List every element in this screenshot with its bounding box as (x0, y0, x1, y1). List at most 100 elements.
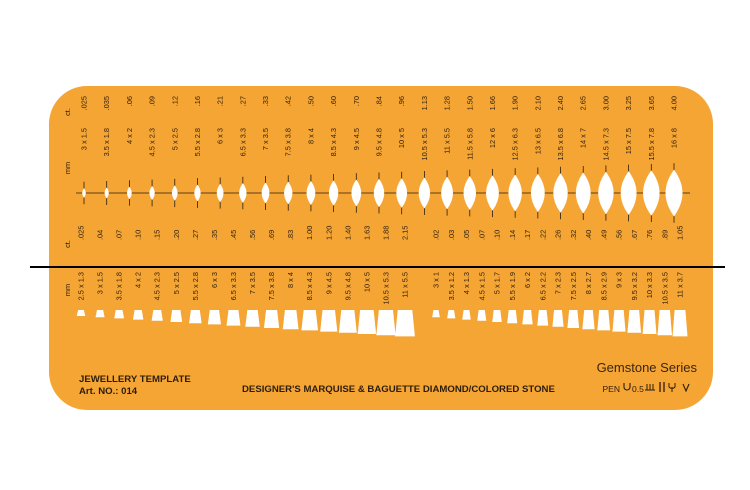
baguette-mm-label: 7.5 x 2.5 (569, 272, 578, 300)
marquise-ct-label: .96 (397, 96, 406, 106)
marquise-ct-label: .21 (216, 96, 225, 106)
marquise-stone-cutout (396, 178, 408, 208)
baguette-mm-label: 9.5 x 4.8 (343, 272, 352, 300)
baguette-stone-cutout (672, 310, 688, 337)
baguette-stone-cutout (612, 310, 626, 332)
template-plate (49, 86, 713, 410)
marquise-mm-label: 11 x 5.5 (443, 128, 452, 154)
marquise-ct-label: 3.25 (624, 96, 633, 110)
baguette-mm-label: 6.5 x 2.2 (538, 272, 547, 300)
baguette-stone-cutout (114, 310, 125, 319)
baguette-stone-cutout (151, 310, 163, 321)
baguette-ct-label: .17 (523, 230, 532, 240)
baguette-ct-label: .56 (615, 230, 624, 240)
baguette-stone-cutout (376, 310, 396, 336)
marquise-stone-cutout (643, 170, 660, 216)
baguette-mm-label: 5 x 1.7 (493, 272, 502, 294)
baguette-ct-label: 1.63 (362, 226, 371, 240)
baguette-mm-label: 8 x 4 (286, 272, 295, 288)
baguette-stone-cutout (395, 310, 415, 337)
baguette-ct-label: .89 (660, 230, 669, 240)
baguette-ct-label: .76 (645, 230, 654, 240)
marquise-ct-label: 1.66 (488, 96, 497, 110)
marquise-mm-label: 3 x 1.5 (80, 128, 89, 150)
product-description: DESIGNER'S MARQUISE & BAGUETTE DIAMOND/C… (242, 384, 555, 395)
marquise-stone-cutout (149, 186, 155, 200)
mm-label-top: mm (63, 162, 72, 174)
marquise-stone-cutout (171, 185, 178, 201)
baguette-stone-cutout (432, 310, 440, 318)
baguette-mm-label: 4 x 2 (134, 272, 143, 288)
baguette-ct-label: 1.20 (324, 226, 333, 240)
baguette-ct-label: .07 (477, 230, 486, 240)
marquise-ct-label: 3.00 (601, 96, 610, 110)
baguette-stone-cutout (657, 310, 672, 336)
marquise-ct-label: 1.50 (465, 96, 474, 110)
pen-fork-icon (668, 383, 676, 392)
marquise-mm-label: 12 x 6 (488, 128, 497, 148)
marquise-ct-label: .035 (102, 96, 111, 110)
marquise-stone-cutout (194, 184, 201, 202)
marquise-stone-cutout (575, 172, 591, 214)
marquise-stone-cutout (486, 175, 499, 211)
mm-label-bottom: mm (63, 284, 72, 296)
marquise-mm-label: 7 x 3.5 (261, 128, 270, 150)
marquise-mm-label: 15.5 x 7.8 (647, 128, 656, 160)
marquise-mm-label: 13 x 6.5 (533, 128, 542, 154)
baguette-ct-label: .27 (191, 230, 200, 240)
baguette-mm-label: 6.5 x 3.3 (229, 272, 238, 300)
marquise-ct-label: 1.13 (420, 96, 429, 110)
marquise-mm-label: 14 x 7 (579, 128, 588, 148)
marquise-ct-label: .09 (148, 96, 157, 106)
baguette-mm-label: 7 x 2.3 (554, 272, 563, 294)
marquise-ct-label: .06 (125, 96, 134, 106)
baguette-stone-cutout (537, 310, 549, 326)
marquise-stone-cutout (306, 181, 316, 205)
marquise-ct-label: .16 (193, 96, 202, 106)
marquise-mm-label: 4.5 x 2.3 (148, 128, 157, 156)
baguette-ct-label: .67 (630, 230, 639, 240)
marquise-row: .025 3 x 1.5 .035 3.5 x 1.8 .06 4 x 2 .09 4.5 x… (80, 96, 683, 223)
ct-label-middle: ct. (63, 240, 72, 248)
baguette-ct-label: 1.00 (305, 226, 314, 240)
product-name: JEWELLERY TEMPLATE (79, 374, 191, 385)
baguette-stone-cutout (170, 310, 183, 322)
baguette-mm-label: 9.5 x 3.2 (630, 272, 639, 300)
baguette-mm-label: 2.5 x 1.3 (77, 272, 86, 300)
marquise-stone-cutout (104, 187, 109, 199)
baguette-stone-cutout (492, 310, 502, 322)
marquise-stone-cutout (665, 169, 683, 217)
marquise-mm-label: 6.5 x 3.3 (238, 128, 247, 156)
baguette-mm-label: 11 x 3.7 (676, 272, 685, 298)
marquise-stone-cutout (553, 173, 568, 213)
marquise-mm-label: 13.5 x 6.8 (556, 128, 565, 160)
baguette-stone-cutout (301, 310, 319, 331)
baguette-ct-label: .10 (493, 230, 502, 240)
baguette-mm-label: 10.5 x 3.5 (660, 272, 669, 304)
baguette-rows: .025 2.5 x 1.3 .04 3 x 1.5 .07 3.5 x 1.8 .10 4 … (77, 226, 688, 337)
baguette-ct-label: 1.40 (343, 226, 352, 240)
marquise-mm-label: 5.5 x 2.8 (193, 128, 202, 156)
baguette-stone-cutout (462, 310, 471, 320)
baguette-stone-cutout (642, 310, 657, 334)
baguette-stone-cutout (552, 310, 564, 327)
marquise-stone-cutout (261, 182, 270, 204)
marquise-stone-cutout (239, 183, 247, 203)
marquise-ct-label: .12 (170, 96, 179, 106)
baguette-ct-label: 2.15 (401, 226, 410, 240)
baguette-mm-label: 10 x 3.3 (645, 272, 654, 298)
ct-label-top: ct. (63, 108, 72, 116)
marquise-mm-label: 10 x 5 (397, 128, 406, 148)
baguette-mm-label: 3.5 x 1.2 (447, 272, 456, 300)
baguette-stone-cutout (189, 310, 202, 324)
baguette-ct-label: .20 (172, 230, 181, 240)
marquise-mm-label: 15 x 7.5 (624, 128, 633, 154)
baguette-ct-label: 1.88 (381, 226, 390, 240)
baguette-mm-label: 6 x 2 (523, 272, 532, 288)
baguette-mm-label: 8.5 x 4.3 (305, 272, 314, 300)
marquise-mm-label: 3.5 x 1.8 (102, 128, 111, 156)
baguette-mm-label: 5.5 x 2.8 (191, 272, 200, 300)
baguette-mm-label: 8 x 2.7 (584, 272, 593, 294)
